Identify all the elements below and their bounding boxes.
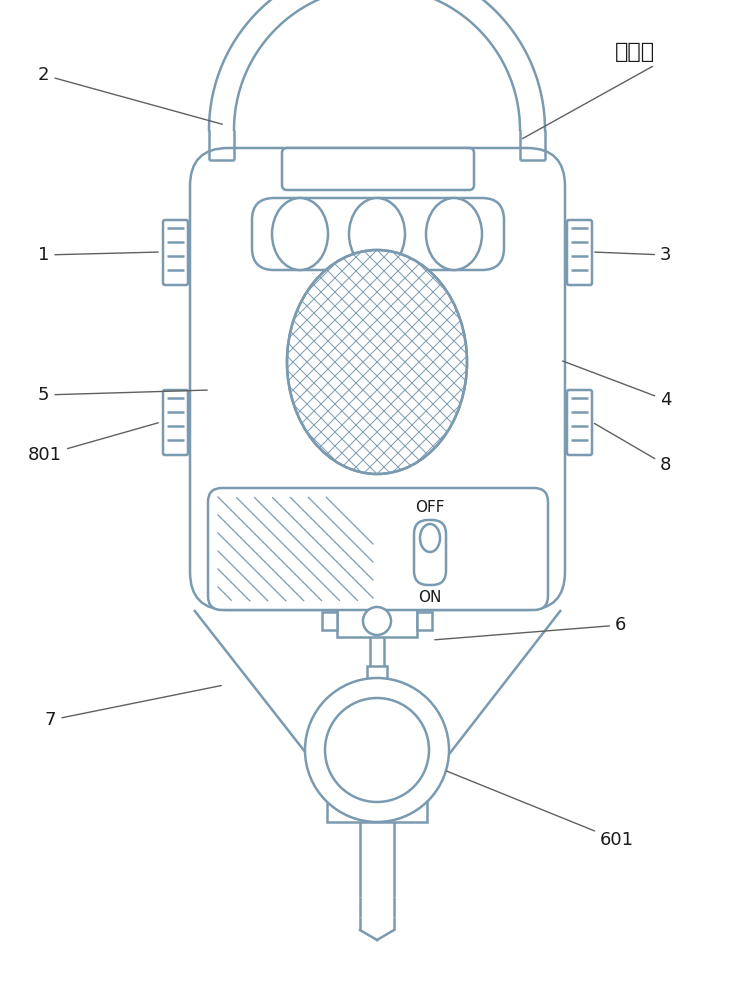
FancyBboxPatch shape [163, 220, 188, 285]
Text: 6: 6 [435, 616, 627, 640]
FancyBboxPatch shape [414, 520, 446, 585]
Text: 601: 601 [446, 771, 634, 849]
Text: 4: 4 [562, 361, 671, 409]
Ellipse shape [363, 607, 391, 635]
Bar [337, 605, 417, 637]
Ellipse shape [420, 524, 440, 552]
Text: 8: 8 [594, 423, 671, 474]
FancyBboxPatch shape [252, 198, 504, 270]
FancyBboxPatch shape [567, 220, 592, 285]
Ellipse shape [426, 198, 482, 270]
Text: 输液瓶: 输液瓶 [615, 42, 655, 62]
FancyBboxPatch shape [218, 497, 373, 601]
Ellipse shape [287, 250, 467, 474]
Text: 3: 3 [595, 246, 671, 264]
Ellipse shape [272, 198, 328, 270]
Text: 801: 801 [28, 423, 159, 464]
Text: 7: 7 [45, 686, 221, 729]
FancyBboxPatch shape [567, 390, 592, 455]
FancyBboxPatch shape [208, 488, 548, 610]
FancyBboxPatch shape [282, 148, 474, 190]
Text: 1: 1 [38, 246, 159, 264]
FancyBboxPatch shape [163, 390, 188, 455]
Text: 5: 5 [38, 386, 207, 404]
Text: ON: ON [418, 589, 442, 604]
Ellipse shape [305, 678, 449, 822]
Bar [367, 666, 387, 680]
Ellipse shape [325, 698, 429, 802]
FancyBboxPatch shape [190, 148, 565, 610]
Bar [327, 762, 427, 822]
Bar [322, 612, 337, 630]
Bar [417, 612, 432, 630]
Text: 2: 2 [38, 66, 222, 124]
Ellipse shape [349, 198, 405, 270]
Text: OFF: OFF [415, 500, 445, 516]
